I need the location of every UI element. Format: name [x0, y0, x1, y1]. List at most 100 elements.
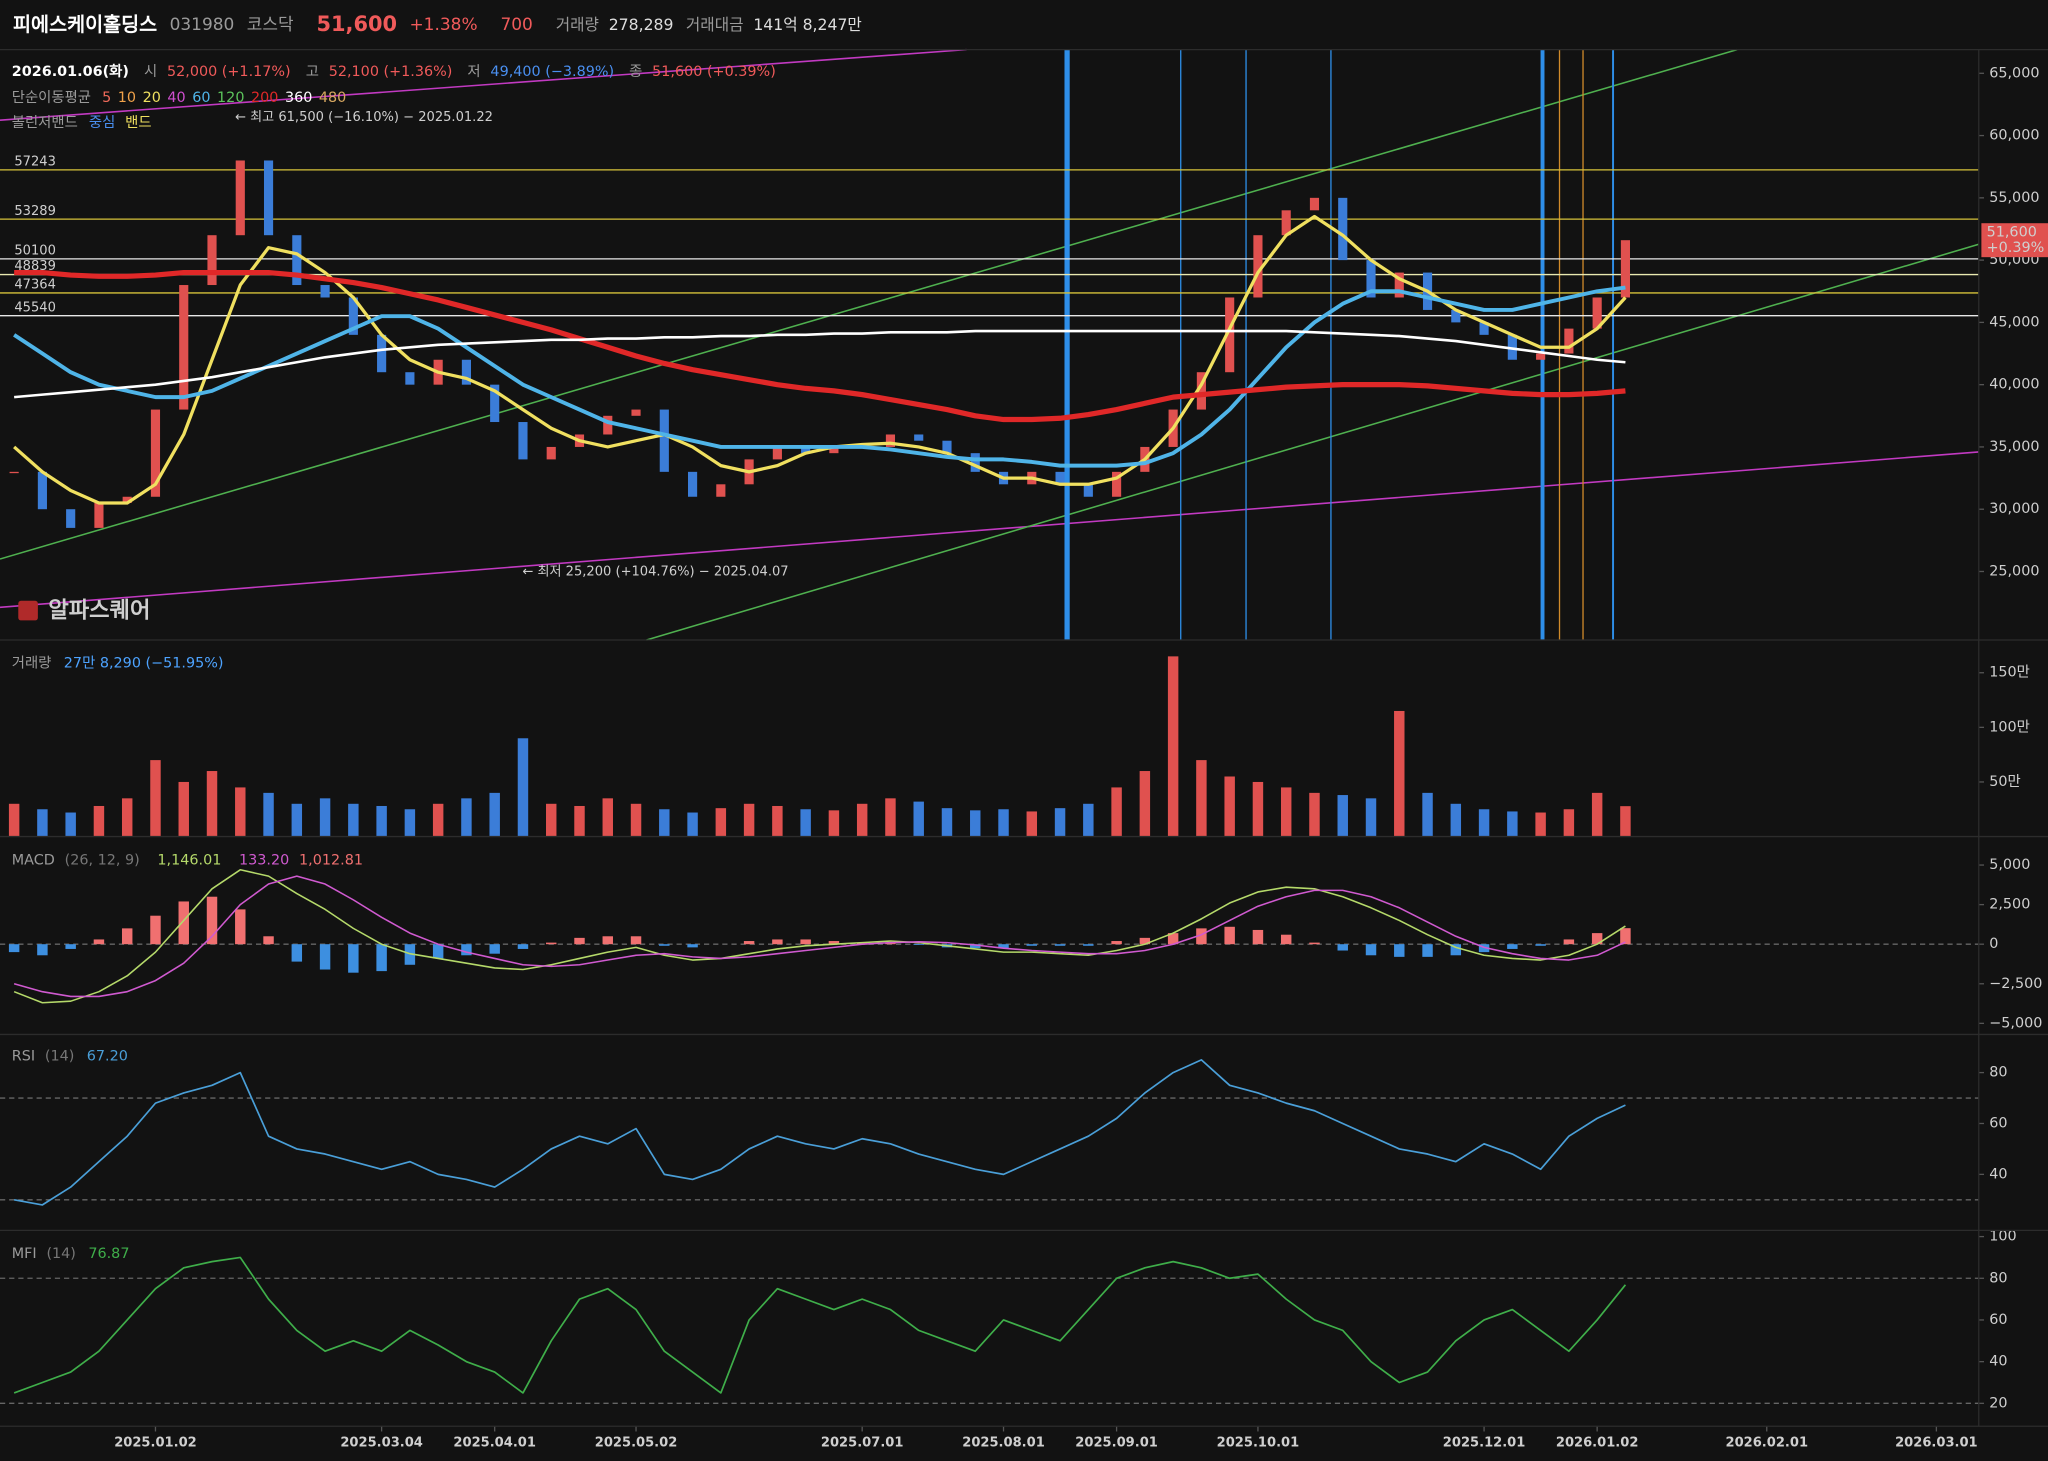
histogram-bar — [263, 936, 274, 945]
candle — [490, 384, 500, 423]
volume-bar — [800, 809, 811, 837]
y-tick-label: 2,500 — [1989, 897, 2030, 913]
histogram-bar — [206, 896, 218, 945]
candle — [405, 372, 415, 385]
candle — [829, 446, 839, 454]
candle — [716, 484, 726, 497]
y-tick-label: 20 — [1989, 1395, 2007, 1411]
histogram-bar — [93, 939, 105, 945]
histogram-bar — [602, 936, 613, 945]
macd-line — [13, 869, 1626, 1004]
volume-bar — [348, 803, 359, 837]
volume-bar — [1196, 760, 1207, 837]
y-tick-label: 80 — [1989, 1065, 2007, 1081]
y-tick-label: 65,000 — [1989, 65, 2039, 81]
volume-bar — [772, 805, 783, 837]
candle — [461, 359, 471, 385]
volume-bar — [1224, 776, 1235, 837]
bollinger-title: 볼린저밴드 — [12, 114, 78, 131]
volume-bar — [913, 801, 924, 837]
histogram-bar — [1139, 937, 1151, 945]
x-tick-label: 2026.01.02 — [1556, 1436, 1639, 1451]
stock-name: 피에스케이홀딩스 — [13, 12, 157, 35]
y-tick-label: 5,000 — [1989, 857, 2030, 873]
trend-line — [0, 48, 967, 121]
histogram-bar — [743, 941, 755, 945]
histogram-bar — [1365, 944, 1377, 956]
histogram-bar — [800, 939, 811, 945]
volume-bar — [121, 798, 133, 837]
volume-bar — [574, 805, 585, 837]
candle — [1253, 235, 1263, 298]
candle — [320, 285, 330, 298]
y-tick-label: −2,500 — [1989, 976, 2042, 992]
bollinger-band: 밴드 — [125, 114, 151, 131]
candle — [37, 471, 47, 510]
bollinger-center: 중심 — [89, 114, 115, 131]
ma-line — [14, 329, 1626, 399]
histogram-bar — [1054, 944, 1066, 946]
histogram-bar — [998, 944, 1009, 949]
volume-bar — [630, 803, 642, 837]
price: 51,600 — [316, 12, 397, 36]
volume-bar — [1054, 808, 1066, 837]
trend-line — [0, 48, 1738, 560]
candle — [914, 434, 924, 441]
x-tick-label: 2025.03.04 — [340, 1436, 423, 1451]
histogram-bar — [772, 939, 783, 945]
volume-label: 거래량 — [556, 14, 599, 33]
volume-bar — [856, 803, 868, 837]
x-tick-label: 2025.05.02 — [595, 1436, 678, 1451]
level-label: 57243 — [14, 155, 56, 170]
candle — [659, 409, 669, 472]
candle — [179, 285, 189, 410]
histogram-bar — [1535, 944, 1546, 946]
histogram-bar — [1167, 933, 1179, 945]
histogram-bar — [461, 944, 472, 956]
histogram-bar — [1252, 929, 1264, 945]
histogram-bar — [376, 944, 387, 972]
params: (26, 12, 9) — [65, 853, 140, 869]
volume-bar — [1139, 771, 1151, 837]
macd-legend: MACD (26, 12, 9) 1,146.01 133.20 1,012.8… — [12, 853, 363, 869]
candle — [772, 446, 782, 460]
candle — [546, 446, 556, 460]
header: 피에스케이홀딩스 031980 코스닥 51,600 +1.38% 700 거래… — [13, 12, 862, 36]
y-tick-label: 50만 — [1989, 773, 2020, 790]
candle — [801, 446, 811, 454]
y-tick-label: 100만 — [1989, 718, 2030, 735]
histogram-bar — [1083, 944, 1094, 946]
volume-bar — [602, 798, 613, 837]
price-tag — [1981, 223, 2048, 258]
volume-bar — [1083, 803, 1094, 837]
x-tick-label: 2026.02.01 — [1725, 1436, 1808, 1451]
candle — [1083, 484, 1093, 497]
high-annotation: ← 최고 61,500 (−16.10%) − 2025.01.22 — [235, 110, 493, 125]
histogram-bar — [1422, 944, 1433, 957]
volume-bar — [1478, 809, 1490, 837]
candle — [1479, 322, 1489, 335]
indicator-line — [13, 1256, 1627, 1394]
histogram-bar — [970, 944, 981, 949]
histogram-bar — [1620, 928, 1631, 945]
readout: 67.20 — [87, 1049, 128, 1065]
ma-line — [14, 269, 1626, 423]
volume-bar — [93, 805, 105, 837]
ma-legend: 단순이동평균 5 10 20 40 60 120 200 360 480 — [12, 89, 347, 106]
candle — [207, 235, 217, 286]
ohlc-label: 시 — [144, 64, 157, 80]
volume-bar — [178, 781, 189, 837]
volume-bar — [8, 803, 20, 837]
ohlc-value: 52,100 (+1.36%) — [329, 64, 453, 80]
histogram-bar — [1026, 944, 1038, 946]
candle — [1338, 197, 1348, 261]
amount: 141억 8,247만 — [753, 14, 862, 33]
y-tick-label: 45,000 — [1989, 314, 2039, 330]
volume-bar — [970, 810, 981, 837]
change: 700 — [500, 15, 532, 35]
y-tick-label: 0 — [1989, 936, 1998, 952]
histogram-bar — [659, 944, 670, 946]
volume-bar — [319, 798, 331, 837]
histogram-bar — [1111, 941, 1122, 945]
